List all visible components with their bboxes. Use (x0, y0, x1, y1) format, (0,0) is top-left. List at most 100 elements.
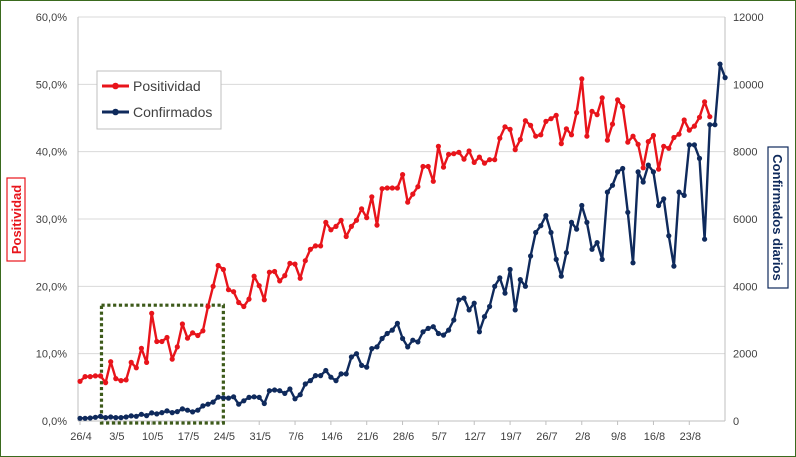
data-point-positividad (246, 296, 252, 302)
data-point-positividad (666, 145, 672, 151)
data-point-positividad (553, 112, 559, 118)
data-point-positividad (676, 131, 682, 137)
x-tick-label: 26/4 (70, 431, 91, 443)
data-point-positividad (236, 299, 242, 306)
data-point-positividad (661, 143, 667, 149)
data-point-confirmados (415, 339, 421, 345)
data-point-confirmados (236, 401, 242, 407)
data-point-positividad (343, 233, 349, 240)
x-tick-label: 21/6 (357, 431, 378, 443)
data-point-confirmados (389, 327, 395, 333)
data-point-positividad (425, 163, 431, 170)
data-point-confirmados (215, 394, 221, 400)
data-point-confirmados (425, 325, 431, 331)
data-point-confirmados (696, 155, 703, 161)
series-positividad (77, 76, 713, 386)
data-point-confirmados (169, 410, 175, 416)
data-point-confirmados (604, 189, 611, 195)
data-point-confirmados (579, 202, 585, 209)
data-point-positividad (348, 223, 354, 229)
data-point-positividad (696, 114, 703, 120)
data-point-positividad (650, 132, 657, 139)
data-point-positividad (394, 185, 400, 191)
legend-label-confirmados: Confirmados (133, 104, 212, 120)
right-tick-label: 6000 (733, 214, 757, 226)
data-point-positividad (184, 335, 191, 341)
data-point-positividad (543, 118, 549, 124)
data-point-positividad (594, 112, 600, 118)
data-point-positividad (548, 116, 554, 122)
data-point-confirmados (220, 395, 226, 401)
data-point-confirmados (318, 373, 324, 379)
data-point-positividad (645, 139, 651, 145)
data-point-confirmados (487, 303, 493, 310)
x-tick-label: 5/7 (432, 431, 447, 443)
data-point-confirmados (364, 364, 370, 370)
data-point-positividad (272, 268, 278, 275)
data-point-positividad (671, 134, 677, 141)
data-point-confirmados (292, 396, 298, 402)
data-point-positividad (292, 261, 298, 267)
data-point-positividad (149, 310, 155, 316)
data-point-confirmados (446, 327, 452, 333)
data-point-confirmados (272, 387, 278, 393)
data-point-positividad (430, 178, 436, 184)
data-point-positividad (108, 359, 114, 365)
data-point-positividad (656, 166, 662, 172)
data-point-confirmados (353, 351, 360, 357)
data-point-positividad (604, 137, 611, 143)
right-tick-label: 4000 (733, 281, 757, 293)
data-point-confirmados (118, 415, 124, 421)
left-tick-label: 60,0% (36, 12, 67, 24)
data-point-confirmados (384, 330, 390, 337)
data-point-positividad (507, 126, 513, 132)
right-tick-label: 12000 (733, 12, 764, 24)
data-point-confirmados (640, 179, 646, 185)
data-point-positividad (97, 373, 104, 379)
data-point-positividad (133, 365, 139, 371)
data-point-confirmados (635, 169, 641, 175)
data-point-confirmados (563, 250, 570, 256)
left-tick-label: 40,0% (36, 147, 67, 159)
data-point-confirmados (103, 415, 109, 421)
data-point-confirmados (656, 202, 662, 209)
data-point-confirmados (302, 381, 308, 387)
x-tick-label: 2/8 (575, 431, 590, 443)
data-point-confirmados (210, 399, 216, 405)
x-tick-label: 17/5 (178, 431, 199, 443)
data-point-positividad (287, 260, 293, 266)
data-point-positividad (528, 122, 534, 128)
data-point-confirmados (261, 400, 267, 407)
data-point-confirmados (584, 219, 590, 225)
data-point-confirmados (256, 394, 262, 400)
data-point-confirmados (266, 388, 272, 394)
right-tick-label: 2000 (733, 349, 757, 361)
data-point-confirmados (77, 415, 83, 421)
data-point-confirmados (154, 411, 160, 417)
data-point-confirmados (205, 401, 211, 407)
data-point-positividad (82, 374, 88, 380)
data-point-confirmados (405, 344, 411, 350)
data-point-confirmados (225, 395, 232, 401)
data-point-confirmados (246, 394, 252, 400)
data-point-positividad (333, 223, 339, 229)
data-point-confirmados (589, 246, 595, 252)
data-point-positividad (215, 262, 221, 269)
data-point-positividad (420, 163, 426, 170)
data-point-confirmados (369, 346, 375, 352)
data-point-confirmados (517, 277, 523, 283)
data-point-confirmados (138, 411, 144, 417)
data-point-positividad (174, 344, 180, 350)
data-point-positividad (558, 141, 564, 147)
legend-marker-confirmados (112, 108, 119, 116)
data-point-positividad (451, 151, 457, 157)
data-point-positividad (103, 380, 109, 386)
data-point-confirmados (379, 335, 385, 342)
data-point-confirmados (538, 223, 544, 229)
data-point-confirmados (241, 398, 247, 404)
data-point-positividad (266, 269, 272, 275)
data-point-confirmados (471, 300, 477, 306)
data-point-positividad (440, 164, 447, 170)
data-point-positividad (123, 377, 129, 383)
data-point-confirmados (200, 403, 206, 409)
